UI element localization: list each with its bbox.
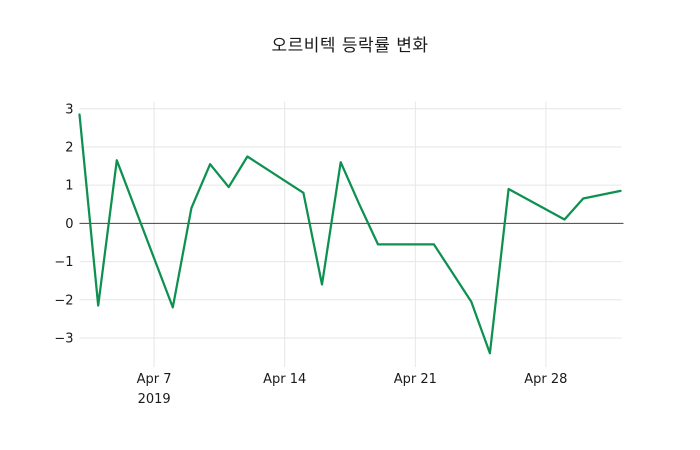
y-tick-label: −3 xyxy=(54,331,73,346)
x-tick-label: 2019 xyxy=(138,392,171,407)
y-tick-label: 2 xyxy=(65,140,73,155)
y-tick-label: 3 xyxy=(65,102,73,117)
y-tick-label: −1 xyxy=(54,255,73,270)
y-tick-label: 1 xyxy=(65,179,73,194)
x-tick-label: Apr 21 xyxy=(394,372,437,387)
series-line xyxy=(78,113,622,355)
x-tick-label: Apr 28 xyxy=(524,372,567,387)
chart-title: 오르비텍 등락률 변화 xyxy=(271,36,429,56)
y-tick-label: 0 xyxy=(65,217,73,232)
y-tick-label: −2 xyxy=(54,293,73,308)
x-tick-label: Apr 14 xyxy=(263,372,306,387)
x-tick-label: Apr 7 xyxy=(137,372,172,387)
